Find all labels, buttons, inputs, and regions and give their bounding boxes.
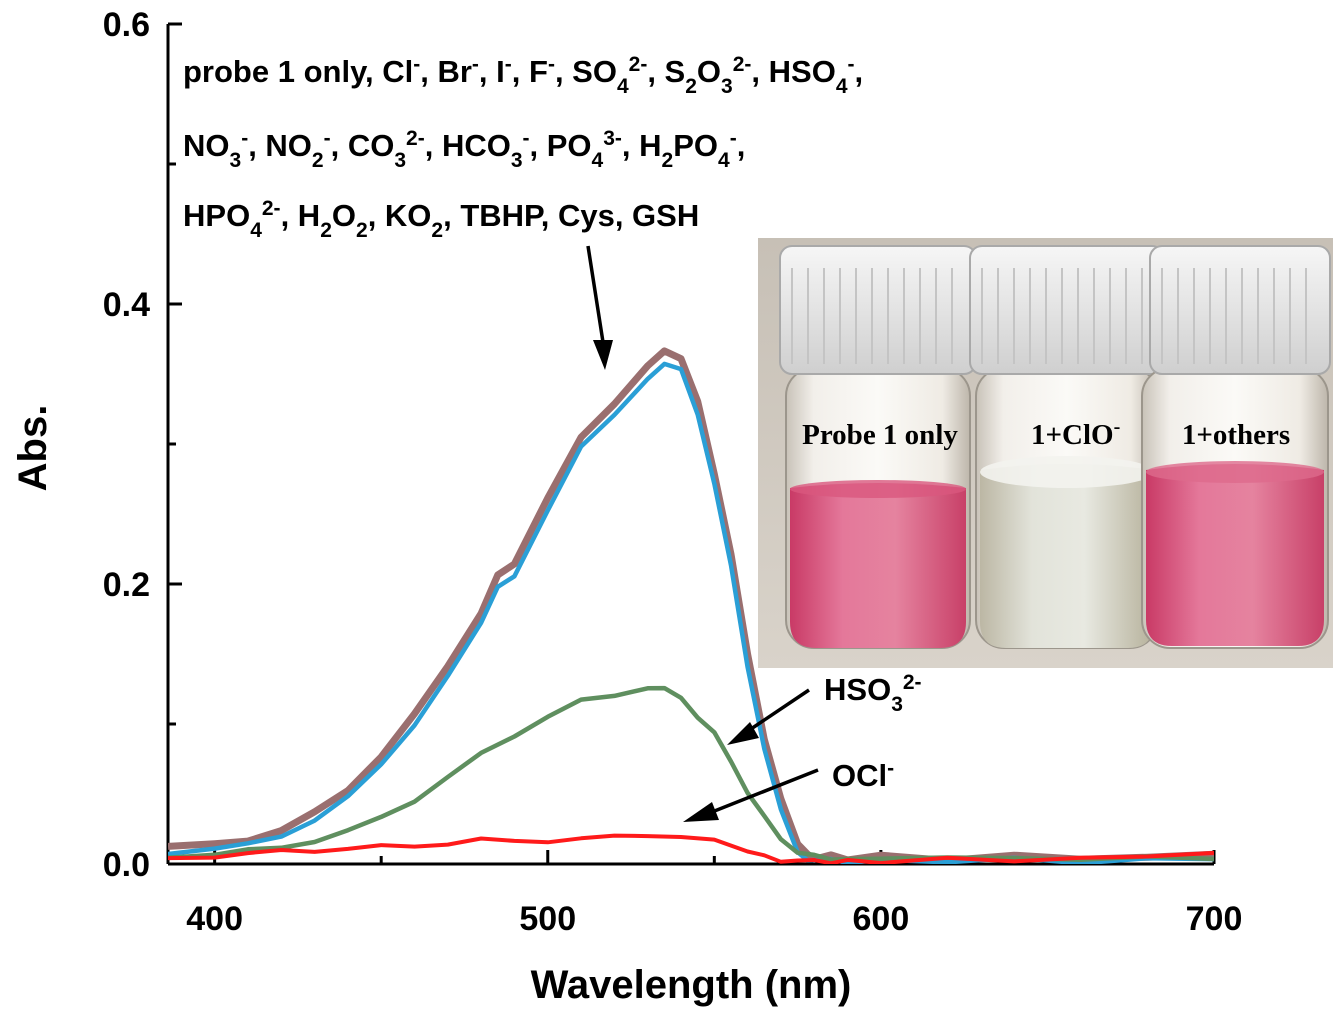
legend-line-0-part: probe 1 only, Cl — [183, 54, 413, 89]
vial-label-clo-sup: - — [1114, 416, 1121, 438]
legend-line-1-part: - — [324, 127, 331, 150]
y-tick-label: 0.6 — [103, 6, 150, 44]
legend-line-0: probe 1 only, Cl-, Br-, I-, F-, SO42-, S… — [183, 53, 863, 98]
legend-line-1-part: , HCO — [425, 128, 511, 163]
legend-line-2-part: 4 — [250, 219, 262, 242]
vial-label-probe-only: Probe 1 only — [802, 419, 958, 451]
ocl-arrow-shaft — [711, 768, 819, 814]
x-tick-label: 600 — [853, 900, 910, 938]
legend-line-1-part: 3 — [230, 149, 242, 172]
legend-line-0-part: 2- — [733, 53, 752, 76]
legend-line-0-part: O — [697, 54, 721, 89]
legend-line-2-part: 2 — [356, 219, 368, 242]
vial-label-others: 1+others — [1182, 419, 1290, 451]
legend-line-1-part: 4 — [718, 149, 730, 172]
x-tick-label: 500 — [519, 900, 576, 938]
y-tick-label: 0.0 — [103, 846, 150, 884]
series-group — [168, 347, 1214, 864]
annotation-ocl: OCl- — [832, 757, 894, 793]
legend-line-0-part: - — [472, 53, 479, 76]
vial-clo — [969, 245, 1165, 649]
legend-line-0-part: - — [848, 53, 855, 76]
legend-line-0-part: , F — [512, 54, 548, 89]
legend-line-2-part: HPO — [183, 198, 250, 233]
annotation-hso3: HSO32- — [824, 671, 922, 716]
legend-line-1-part: 3 — [394, 149, 406, 172]
legend-line-2-part: , KO — [368, 198, 432, 233]
annotation-hso3-part: 2- — [903, 671, 922, 694]
legend-arrow-head — [593, 340, 613, 370]
legend-line-1-part: NO — [183, 128, 230, 163]
series-line-3 — [168, 833, 1214, 864]
legend-line-1-part: , NO — [248, 128, 312, 163]
legend-line-1-part: , — [737, 128, 746, 163]
legend-line-1: NO3-, NO2-, CO32-, HCO3-, PO43-, H2PO4-, — [183, 127, 745, 172]
ocl-arrow-head — [683, 802, 719, 822]
legend-line-0-part: 4 — [836, 75, 848, 98]
vial-label-clo: 1+ClO- — [1031, 416, 1120, 451]
legend-line-1-part: 2 — [312, 149, 324, 172]
legend-line-0-part: , SO — [555, 54, 617, 89]
legend-line-2-part: 2- — [262, 197, 281, 220]
legend-line-0-part: , S — [647, 54, 685, 89]
x-tick-label: 700 — [1186, 900, 1243, 938]
legend-line-0-part: - — [505, 53, 512, 76]
inset-photo: Probe 1 only 1+ClO- 1+others — [758, 238, 1333, 668]
y-tick-label: 0.2 — [103, 566, 150, 604]
y-axis-title: Abs. — [11, 405, 55, 492]
legend-line-2-part: , H — [281, 198, 321, 233]
series-line-2 — [168, 685, 1214, 862]
legend-line-0-part: 3 — [721, 75, 733, 98]
legend-line-0-part: , — [855, 54, 864, 89]
legend-line-1-part: , PO — [530, 128, 592, 163]
vial-others — [1141, 245, 1331, 649]
legend-line-1-part: 3- — [603, 127, 622, 150]
legend-line-1-part: - — [241, 127, 248, 150]
legend-line-1-part: - — [523, 127, 530, 150]
legend-line-1-part: , CO — [331, 128, 395, 163]
legend-line-1-part: - — [730, 127, 737, 150]
hso3-arrow-shaft — [744, 688, 810, 735]
annotation-hso3-part: HSO — [824, 672, 891, 707]
legend-line-1-part: , H — [622, 128, 662, 163]
legend-line-1-part: PO — [673, 128, 718, 163]
legend-line-2-part: O — [332, 198, 356, 233]
annotation-ocl-part: - — [887, 757, 894, 780]
legend-line-0-part: 2 — [685, 75, 697, 98]
legend-line-0-part: 4 — [617, 75, 629, 98]
annotation-ocl-part: OCl — [832, 758, 887, 793]
legend-block: probe 1 only, Cl-, Br-, I-, F-, SO42-, S… — [183, 53, 863, 242]
legend-line-2-part: 2 — [431, 219, 443, 242]
legend-line-0-part: - — [548, 53, 555, 76]
legend-line-1-part: 2- — [406, 127, 425, 150]
x-axis-title: Wavelength (nm) — [531, 963, 852, 1007]
legend-line-0-part: , I — [479, 54, 505, 89]
x-ticks: 400 500 600 700 — [186, 850, 1242, 938]
legend-line-0-part: 2- — [629, 53, 648, 76]
annotations: HSO32- OCl- — [824, 671, 922, 793]
y-ticks: 0.0 0.2 0.4 0.6 — [103, 6, 182, 884]
legend-line-1-part: 4 — [592, 149, 604, 172]
x-tick-label: 400 — [186, 900, 243, 938]
arrows — [586, 245, 819, 822]
hso3-arrow-head — [727, 722, 759, 745]
legend-line-2-part: , TBHP, Cys, GSH — [443, 198, 699, 233]
legend-line-2-part: 2 — [320, 219, 332, 242]
y-tick-label: 0.4 — [103, 286, 150, 324]
legend-arrow-shaft — [586, 245, 605, 343]
legend-line-0-part: , Br — [420, 54, 472, 89]
legend-line-1-part: 2 — [662, 149, 674, 172]
legend-line-0-part: - — [413, 53, 420, 76]
annotation-hso3-part: 3 — [891, 693, 903, 716]
legend-line-2: HPO42-, H2O2, KO2, TBHP, Cys, GSH — [183, 197, 699, 242]
legend-line-0-part: , HSO — [751, 54, 835, 89]
legend-line-1-part: 3 — [511, 149, 523, 172]
vial-probe-only — [779, 245, 977, 649]
